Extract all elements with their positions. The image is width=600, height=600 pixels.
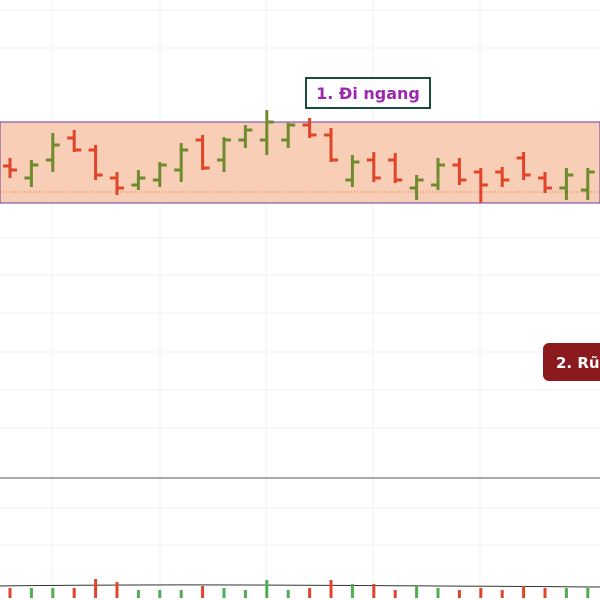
ohlc-bar [580, 168, 595, 200]
ohlc-bar [452, 158, 467, 185]
volume-bar [201, 586, 205, 598]
volume-bar [329, 580, 333, 598]
ohlc-bar [473, 168, 488, 203]
ohlc-bar [174, 143, 189, 182]
volume-bar [522, 586, 526, 598]
ohlc-bar [88, 145, 103, 180]
ohlc-bar [281, 123, 296, 148]
ohlc-bar [516, 152, 531, 180]
volume-bar [115, 582, 119, 598]
ohlc-bar [45, 133, 60, 172]
volume-bar [543, 588, 547, 598]
volume-bar [265, 580, 269, 598]
volume-bar [500, 590, 504, 598]
volume-bar [415, 586, 419, 598]
annotation-text: 2. Rũ [556, 354, 600, 372]
ohlc-bar [195, 135, 210, 170]
annotation-box [305, 77, 431, 109]
ohlc-bar [409, 175, 424, 200]
ohlc-bar [431, 158, 445, 190]
ohlc-bar [259, 110, 274, 155]
ohlc-bar [24, 160, 39, 187]
volume-average [0, 584, 600, 588]
annotation: 2. Rũ [543, 343, 600, 381]
annotation-box [543, 343, 600, 381]
volume-bar [564, 588, 568, 598]
volume-bar [286, 590, 290, 598]
volume-bar [222, 588, 226, 598]
ohlc-bar [152, 162, 167, 187]
annotation: 1. Đi ngang [305, 77, 431, 109]
ohlc-bar [110, 172, 124, 195]
range-box [0, 121, 600, 204]
volume-bar [179, 590, 183, 598]
annotation-text: 1. Đi ngang [316, 84, 420, 103]
volume-bar [243, 590, 247, 598]
ohlc-bar [559, 168, 574, 200]
ohlc-bar [388, 153, 403, 183]
volume-bar [586, 588, 590, 598]
volume-bar [457, 590, 461, 598]
volume-bar [94, 579, 98, 598]
ohlc-bar [324, 128, 338, 162]
volume-bar [372, 584, 376, 598]
volume-bar [479, 588, 483, 598]
ohlc-bar [217, 137, 231, 172]
ohlc-bar [538, 172, 552, 193]
ohlc-bar [345, 155, 360, 187]
volume-bar [51, 588, 55, 598]
ohlc-bar [495, 167, 510, 187]
volume-bar [8, 588, 12, 598]
ohlc-bar [131, 170, 146, 190]
volume-bar [393, 590, 397, 598]
volume-bar [350, 584, 354, 598]
ohlc-bar [302, 118, 317, 138]
volume-bar [72, 588, 76, 598]
volume-bar [136, 590, 140, 598]
ohlc-bar [3, 158, 17, 178]
volume-bar [158, 590, 162, 598]
volume-bar [308, 588, 312, 598]
volume-bar [29, 588, 33, 598]
ohlc-bar [366, 152, 381, 182]
volume-bar [436, 588, 440, 598]
ohlc-bar [67, 130, 82, 152]
ohlc-bar [238, 125, 253, 148]
